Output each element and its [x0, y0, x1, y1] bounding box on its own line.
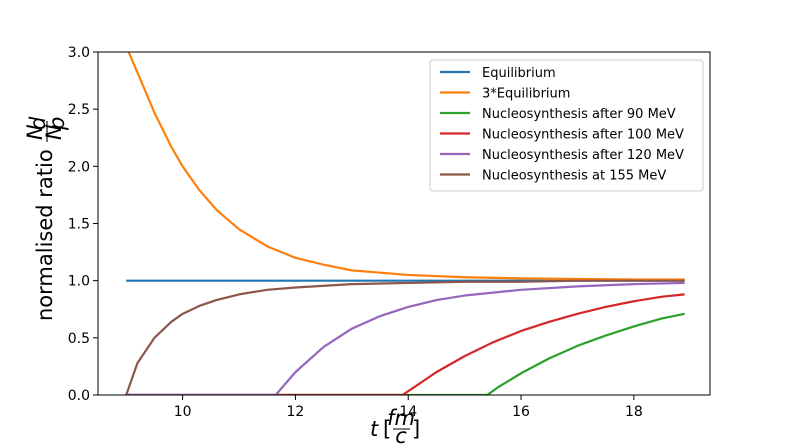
x-tick-label: 18 [625, 404, 643, 420]
x-axis-label-main: t [370, 417, 379, 441]
series-line-3 [126, 312, 685, 395]
x-tick-label: 10 [174, 404, 192, 420]
x-axis-label-bracket-close: ] [412, 417, 420, 441]
legend-item: Nucleosynthesis after 90 MeV [440, 107, 676, 122]
y-tick-label: 1.5 [68, 217, 90, 233]
series-line-4 [126, 293, 685, 395]
legend-label: Nucleosynthesis after 90 MeV [482, 107, 676, 122]
x-axis-label-fraction-den: c [395, 424, 407, 444]
y-tick-label: 3.0 [68, 45, 90, 61]
axis-ticks: 10 12 14 16 18 0.0 0.5 1.0 1.5 2.0 2.5 3.0 [68, 45, 643, 420]
x-axis-label: t [fmc] [370, 406, 420, 444]
legend-item: Nucleosynthesis after 120 MeV [440, 148, 684, 163]
legend-label: Nucleosynthesis at 155 MeV [482, 169, 666, 184]
legend-item: Nucleosynthesis after 100 MeV [440, 128, 684, 143]
legend-item: 3*Equilibrium [440, 87, 570, 102]
legend-label: Nucleosynthesis after 100 MeV [482, 128, 684, 143]
y-axis-label-fraction-den-sub: p [45, 117, 69, 131]
y-axis-label-fraction-num-sub: d [26, 116, 50, 130]
y-tick-label: 2.0 [68, 159, 90, 175]
series-line-2 [127, 52, 685, 281]
legend-label: Nucleosynthesis after 120 MeV [482, 148, 684, 163]
x-tick-label: 16 [512, 404, 530, 420]
y-tick-label: 0.5 [68, 331, 90, 347]
legend-box [429, 59, 704, 192]
legend-label: Equilibrium [482, 66, 556, 81]
y-tick-label: 0.0 [68, 388, 90, 404]
x-tick-label: 12 [287, 404, 305, 420]
legend-item: Nucleosynthesis at 155 MeV [440, 169, 666, 184]
legend-item: Equilibrium [440, 66, 556, 81]
y-tick-label: 2.5 [68, 102, 90, 118]
series-lines [125, 52, 685, 395]
x-axis-label-fraction-num: fm [387, 406, 415, 430]
series-line-6 [125, 279, 685, 395]
y-tick-label: 1.0 [68, 274, 90, 290]
y-axis-label-main: normalised ratio [33, 149, 57, 321]
y-axis-label-fraction-den: N [42, 124, 66, 140]
series-line-5 [126, 281, 685, 395]
legend-label: 3*Equilibrium [482, 87, 570, 102]
y-axis-label-fraction-num: N [23, 124, 47, 140]
x-tick-label: 14 [399, 404, 417, 420]
x-axis-label-bracket-open: [ [383, 417, 391, 441]
legend: Equilibrium 3*Equilibrium Nucleosynthesis … [429, 59, 704, 192]
